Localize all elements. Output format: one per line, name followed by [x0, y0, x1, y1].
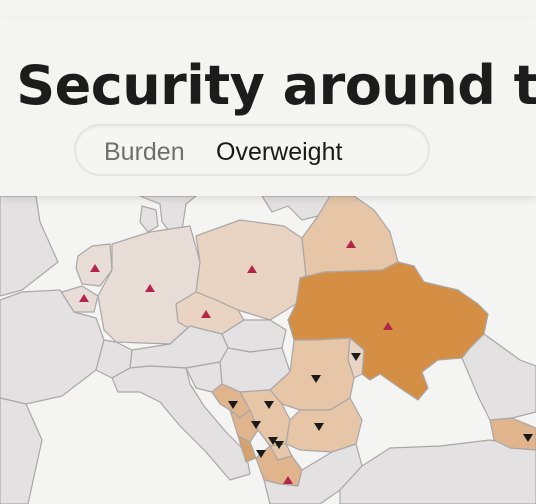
region-italy[interactable]	[111, 365, 251, 481]
region-romania[interactable]	[269, 337, 355, 411]
region-russia-west[interactable]	[299, 195, 399, 279]
region-spain-coast[interactable]	[0, 397, 43, 504]
marker-down-icon[interactable]	[351, 353, 361, 361]
marker-down-icon[interactable]	[523, 434, 533, 442]
toggle-option-overweight[interactable]: Overweight	[216, 138, 343, 166]
marker-up-icon[interactable]	[247, 265, 257, 273]
marker-down-icon[interactable]	[311, 375, 321, 383]
metric-toggle[interactable]: Burden Overweight	[74, 124, 430, 176]
marker-up-icon[interactable]	[346, 240, 356, 248]
marker-down-icon[interactable]	[251, 421, 261, 429]
marker-down-icon[interactable]	[228, 401, 238, 409]
region-greece[interactable]	[263, 443, 363, 504]
marker-up-icon[interactable]	[79, 294, 89, 302]
marker-down-icon[interactable]	[314, 423, 324, 431]
map-regions	[0, 195, 536, 504]
marker-down-icon[interactable]	[274, 441, 284, 449]
region-denmark[interactable]	[139, 205, 159, 233]
marker-up-icon[interactable]	[90, 264, 100, 272]
region-belgium-netherlands[interactable]	[75, 243, 113, 287]
marker-up-icon[interactable]	[201, 310, 211, 318]
marker-down-icon[interactable]	[268, 437, 278, 445]
page-title: od Security around tha	[0, 54, 536, 117]
header-panel: od Security around tha Burden Overweight	[0, 18, 536, 196]
region-uk[interactable]	[0, 195, 59, 297]
region-caucasus-north[interactable]	[461, 333, 536, 421]
marker-up-icon[interactable]	[283, 476, 293, 484]
region-turkey[interactable]	[339, 439, 536, 504]
marker-down-icon[interactable]	[256, 450, 266, 458]
marker-down-icon[interactable]	[264, 401, 274, 409]
region-bulgaria[interactable]	[285, 397, 363, 453]
marker-up-icon[interactable]	[383, 322, 393, 330]
marker-up-icon[interactable]	[145, 284, 155, 292]
map-markers	[79, 240, 533, 484]
toggle-option-burden[interactable]: Burden	[104, 138, 185, 166]
